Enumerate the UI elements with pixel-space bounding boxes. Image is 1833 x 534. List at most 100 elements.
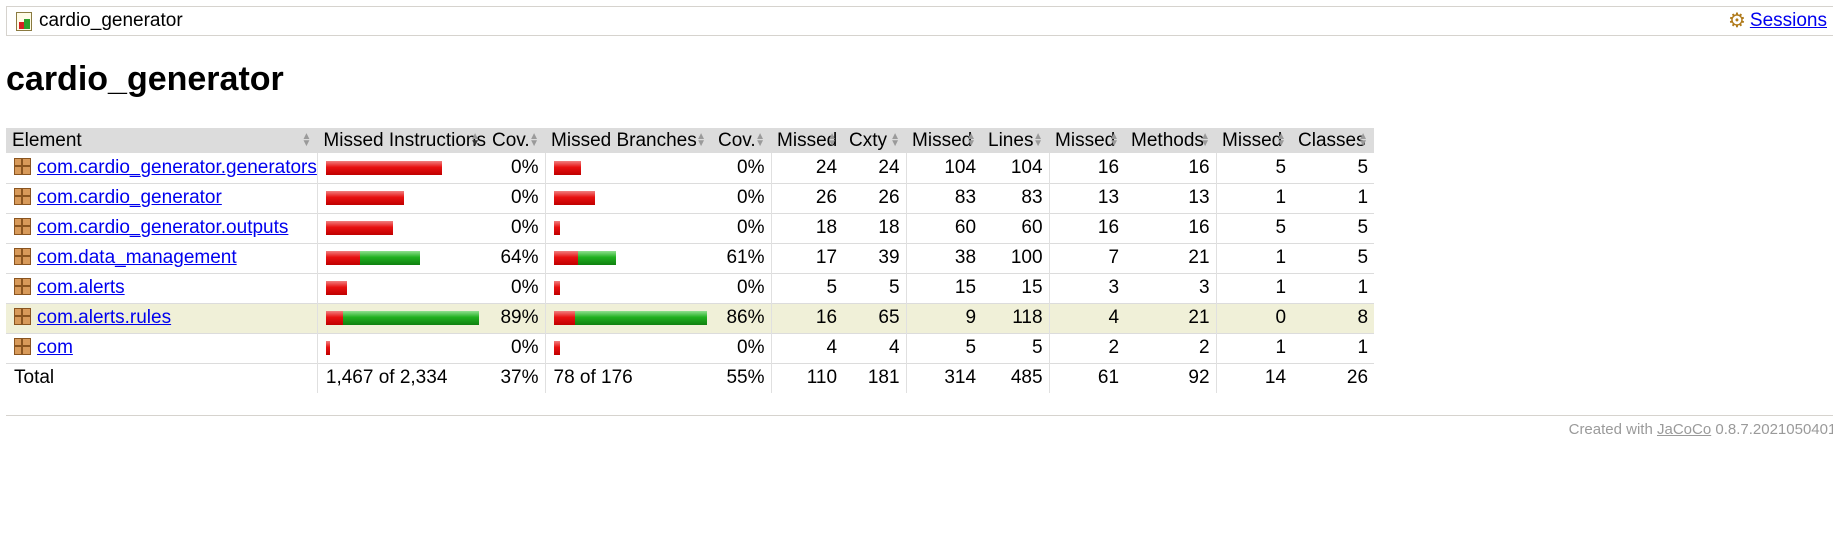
table-row-highlighted: com.alerts.rules 89% 86% 16 65 9 118 4 2… [6, 303, 1375, 333]
package-link[interactable]: com.cardio_generator.outputs [37, 217, 289, 238]
instr-cov: 0% [511, 217, 539, 238]
lines: 5 [1031, 337, 1043, 358]
sessions-link[interactable]: Sessions [1749, 10, 1827, 31]
branch-cov: 0% [737, 156, 765, 178]
missed-cxty: 5 [770, 273, 844, 303]
col-cxty[interactable]: Cxty ▲ ▼ [849, 129, 901, 151]
col-missed-classes[interactable]: Missed ▲ ▼ [1222, 129, 1287, 151]
total-row: Total 1,467 of 2,334 37% 78 of 176 55% 1… [6, 363, 1374, 393]
missed-bar-segment [553, 251, 578, 265]
missed-lines: 15 [905, 273, 983, 303]
branch-cov: 86% [726, 307, 765, 328]
sort-icon: ▲ ▼ [1109, 131, 1120, 149]
col-lines[interactable]: Lines ▲ ▼ [988, 129, 1044, 151]
missed-bar-segment [325, 221, 393, 235]
missed-methods: 3 [1048, 273, 1126, 303]
missed-classes: 1 [1215, 333, 1293, 363]
branch-cov: 0% [737, 337, 765, 358]
instructions-bar [325, 251, 486, 265]
sort-icon: ▲ ▼ [827, 131, 838, 149]
branches-bar [553, 251, 713, 265]
instructions-bar [325, 191, 486, 205]
col-instr-cov[interactable]: Cov. ▲ ▼ [492, 129, 540, 151]
sessions-link-wrap[interactable]: ⚙ Sessions [1728, 10, 1827, 32]
package-icon [14, 248, 31, 265]
table-row: com.alerts 0% 0% 5 5 15 15 3 3 1 1 [6, 273, 1375, 303]
total-methods: 92 [1188, 367, 1210, 389]
missed-bar-segment [325, 251, 360, 265]
package-link[interactable]: com.data_management [37, 247, 237, 268]
sort-down-icon: ▲ ▼ [470, 131, 481, 149]
missed-lines: 9 [905, 303, 983, 333]
branch-cov: 61% [726, 247, 765, 268]
cxty: 65 [878, 307, 900, 328]
col-missed-cxty[interactable]: Missed ▲ ▼ [777, 129, 838, 151]
covered-bar-segment [574, 311, 707, 325]
missed-bar-segment [553, 160, 581, 175]
sort-icon: ▲ ▼ [1033, 131, 1044, 149]
missed-classes: 5 [1215, 153, 1293, 183]
branches-bar [553, 160, 713, 175]
missed-classes: 1 [1215, 183, 1293, 213]
col-missed-branches[interactable]: Missed Branches ▲ ▼ [551, 129, 707, 151]
missed-classes: 5 [1215, 213, 1293, 243]
missed-lines: 60 [905, 213, 983, 243]
missed-bar-segment [325, 191, 404, 205]
branches-bar [553, 311, 713, 325]
missed-methods: 16 [1048, 153, 1126, 183]
package-link[interactable]: com.alerts.rules [37, 307, 172, 328]
missed-cxty: 18 [770, 213, 844, 243]
package-icon [14, 338, 31, 355]
missed-cxty: 16 [770, 303, 844, 333]
col-element[interactable]: Element ▲ ▼ [12, 129, 312, 151]
col-missed-instructions[interactable]: Missed Instructions ▲ ▼ [323, 129, 487, 151]
lines: 104 [1010, 156, 1043, 178]
total-cxty: 181 [867, 367, 900, 389]
instr-cov: 89% [500, 307, 539, 328]
missed-bar-segment [553, 191, 595, 205]
total-instr-cov: 37% [500, 367, 539, 389]
breadcrumb-title: cardio_generator [39, 10, 183, 31]
missed-methods: 4 [1048, 303, 1126, 333]
total-missed-methods: 61 [1048, 363, 1126, 393]
col-missed-methods[interactable]: Missed ▲ ▼ [1055, 129, 1120, 151]
package-link[interactable]: com.alerts [37, 277, 125, 298]
instructions-bar [325, 281, 486, 295]
col-missed-lines[interactable]: Missed ▲ ▼ [912, 129, 977, 151]
sort-icon: ▲ ▼ [890, 131, 901, 149]
sort-icon: ▲ ▼ [1276, 131, 1287, 149]
classes: 1 [1357, 337, 1369, 358]
covered-bar-segment [359, 251, 420, 265]
methods: 2 [1198, 337, 1210, 358]
package-icon [14, 188, 31, 205]
classes: 5 [1357, 156, 1369, 178]
missed-lines: 83 [905, 183, 983, 213]
page-title: cardio_generator [6, 60, 284, 98]
lines: 83 [1021, 187, 1043, 208]
package-link[interactable]: com.cardio_generator [37, 187, 222, 208]
package-link[interactable]: com.cardio_generator.generators [37, 156, 317, 178]
classes: 1 [1357, 277, 1369, 298]
col-branch-cov[interactable]: Cov. ▲ ▼ [718, 129, 766, 151]
total-missed-lines: 314 [905, 363, 983, 393]
table-header-row: Element ▲ ▼ Missed Instructions ▲ ▼ Cov. ▲ ▼ M… [6, 128, 1375, 153]
missed-bar-segment [553, 311, 575, 325]
total-lines: 485 [1010, 367, 1043, 389]
package-link[interactable]: com [37, 337, 73, 358]
col-methods[interactable]: Methods ▲ ▼ [1131, 129, 1211, 151]
cxty: 24 [878, 156, 900, 178]
methods: 3 [1198, 277, 1210, 298]
branches-bar [553, 221, 713, 235]
cxty: 18 [878, 217, 900, 238]
jacoco-link[interactable]: JaCoCo [1656, 421, 1712, 438]
instr-cov: 0% [511, 187, 539, 208]
coverage-table: Element ▲ ▼ Missed Instructions ▲ ▼ Cov. ▲ ▼ M… [6, 128, 1375, 393]
missed-classes: 1 [1215, 273, 1293, 303]
missed-bar-segment [553, 281, 560, 295]
missed-classes: 1 [1215, 243, 1293, 273]
lines: 15 [1021, 277, 1043, 298]
sort-icon: ▲ ▼ [696, 131, 707, 149]
col-classes[interactable]: Classes ▲ ▼ [1298, 129, 1369, 151]
instr-cov: 0% [511, 277, 539, 298]
missed-bar-segment [553, 221, 560, 235]
